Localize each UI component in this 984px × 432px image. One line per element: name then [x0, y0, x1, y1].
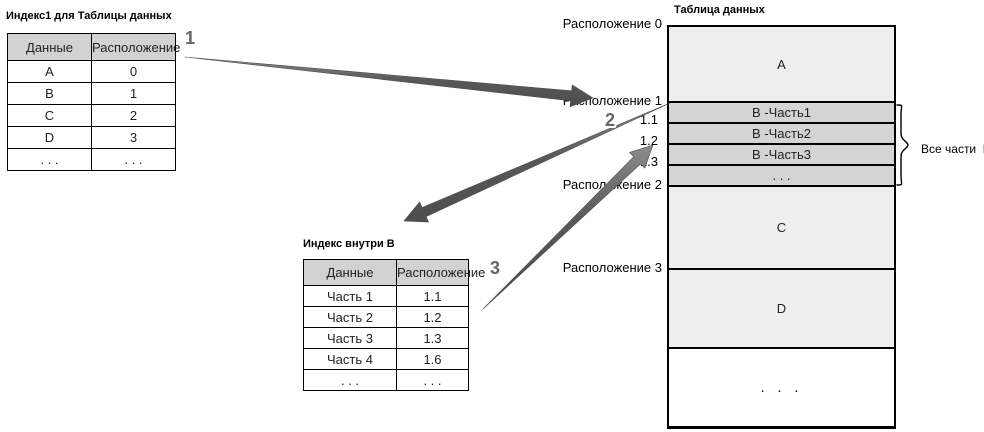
svg-text:3: 3 [490, 258, 500, 278]
svg-text:1: 1 [185, 28, 195, 48]
svg-text:2: 2 [605, 110, 615, 130]
